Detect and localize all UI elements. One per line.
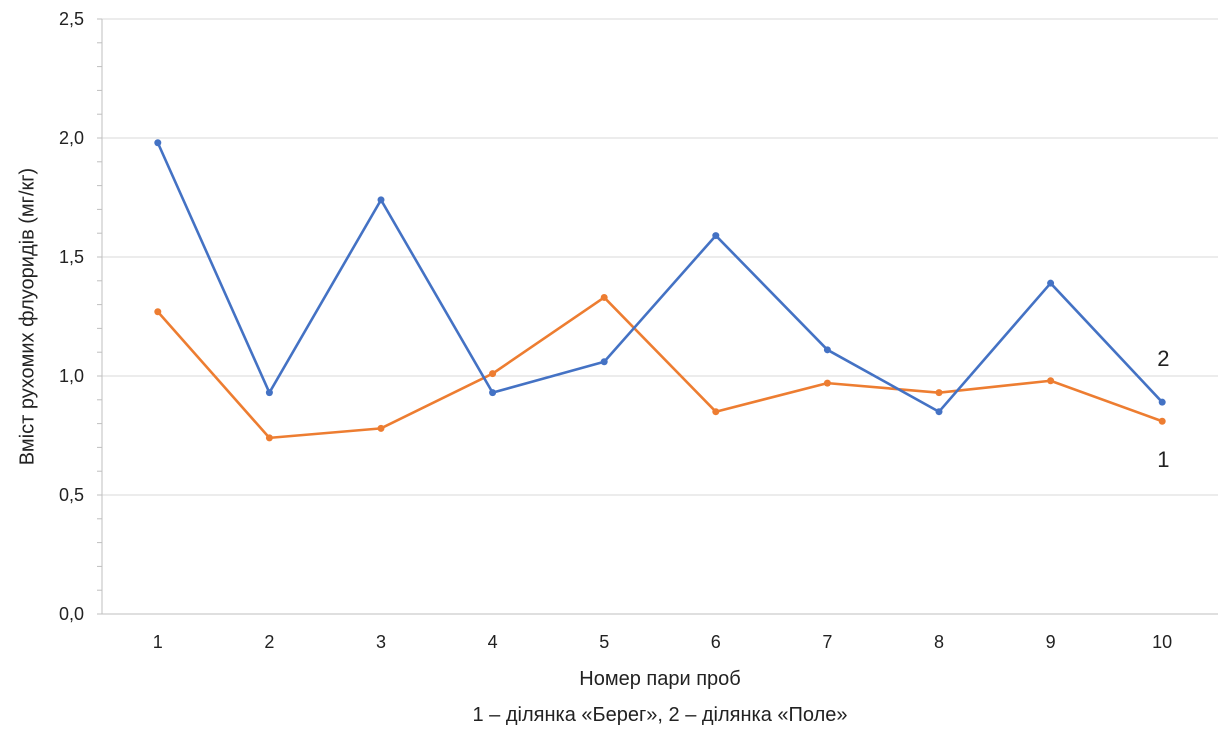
- y-tick-label: 1,5: [59, 247, 84, 267]
- data-point-series-2: [600, 358, 608, 366]
- gridlines: [102, 18, 1218, 496]
- data-point-series-2: [377, 196, 385, 204]
- x-tick-label: 3: [376, 632, 386, 652]
- series-lines: [154, 139, 1166, 442]
- data-point-series-2: [489, 389, 497, 397]
- x-tick-label: 8: [934, 632, 944, 652]
- labels: Вміст рухомих флуоридів (мг/кг) Номер па…: [16, 9, 1172, 726]
- x-tick-label: 10: [1152, 632, 1172, 652]
- data-point-series-1: [600, 293, 608, 301]
- data-point-series-1: [712, 408, 720, 416]
- data-point-series-1: [377, 424, 385, 432]
- axes: [97, 18, 1218, 615]
- series-label-1: 1: [1157, 447, 1169, 472]
- y-axis-title: Вміст рухомих флуоридів (мг/кг): [16, 168, 38, 465]
- x-tick-label: 6: [711, 632, 721, 652]
- data-point-series-1: [1047, 377, 1055, 385]
- data-point-series-2: [1158, 398, 1166, 406]
- y-tick-label: 1,0: [59, 366, 84, 386]
- y-tick-label: 0,0: [59, 604, 84, 624]
- data-point-series-1: [823, 379, 831, 387]
- data-point-series-1: [1158, 417, 1166, 425]
- series-note: 1 – ділянка «Берег», 2 – ділянка «Поле»: [472, 704, 847, 726]
- x-tick-label: 2: [264, 632, 274, 652]
- data-point-series-2: [265, 389, 273, 397]
- data-point-series-2: [823, 346, 831, 354]
- data-point-series-1: [935, 389, 943, 397]
- series-line-1: [156, 296, 1164, 440]
- series-line-2: [156, 141, 1164, 414]
- data-point-series-1: [154, 308, 162, 316]
- data-point-series-2: [1047, 279, 1055, 287]
- x-tick-label: 1: [153, 632, 163, 652]
- series-label-2: 2: [1157, 346, 1169, 371]
- x-tick-label: 5: [599, 632, 609, 652]
- data-point-series-2: [712, 232, 720, 240]
- y-tick-label: 2,5: [59, 9, 84, 29]
- x-tick-label: 4: [488, 632, 498, 652]
- x-axis-title: Номер пари проб: [579, 668, 740, 690]
- x-tick-label: 7: [822, 632, 832, 652]
- y-tick-label: 0,5: [59, 485, 84, 505]
- data-point-series-2: [935, 408, 943, 416]
- y-tick-label: 2,0: [59, 128, 84, 148]
- data-point-series-1: [265, 434, 273, 442]
- x-tick-label: 9: [1046, 632, 1056, 652]
- data-point-series-2: [154, 139, 162, 147]
- data-point-series-1: [489, 370, 497, 378]
